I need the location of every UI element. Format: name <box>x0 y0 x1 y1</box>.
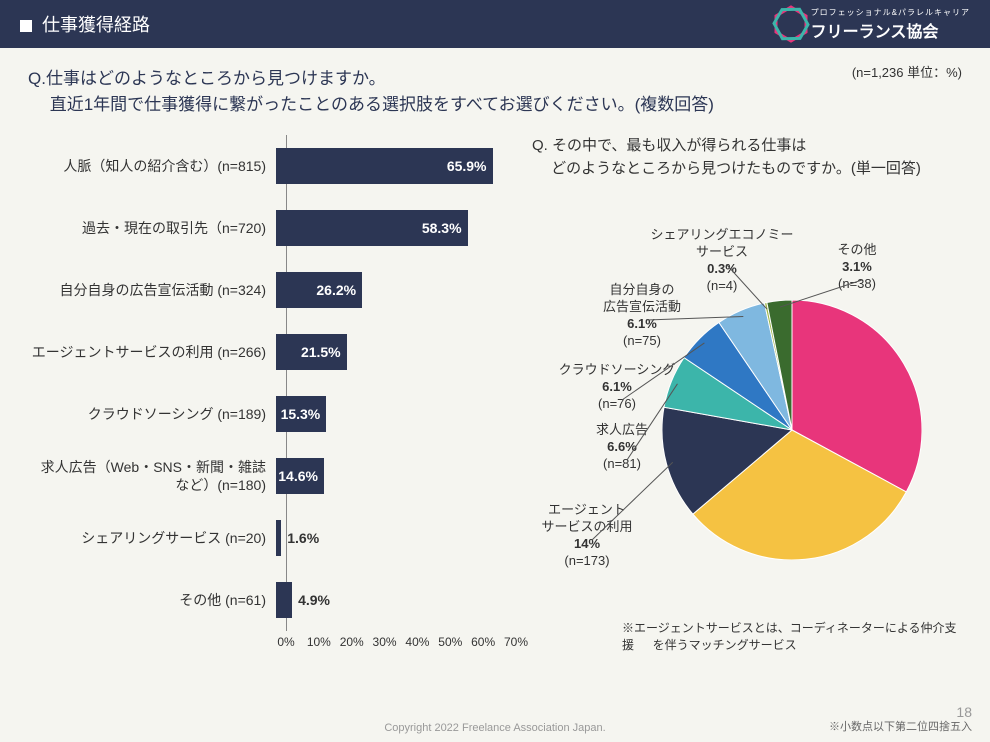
bar-label: 自分自身の広告宣伝活動 (n=324) <box>28 281 276 299</box>
bar-row: エージェントサービスの利用 (n=266) 21.5% <box>28 321 522 383</box>
bar-fill: 14.6% <box>276 458 324 494</box>
logo-icon <box>771 4 811 44</box>
bar-track: 26.2% <box>276 272 522 308</box>
bar-label: エージェントサービスの利用 (n=266) <box>28 343 276 361</box>
pie-question-line2: どのようなところから見つけたものですか。(単一回答) <box>532 160 921 177</box>
axis-tick: 30% <box>373 635 397 649</box>
bar-row: 過去・現在の取引先（n=720) 58.3% <box>28 197 522 259</box>
bar-track: 58.3% <box>276 210 522 246</box>
bar-row: その他 (n=61) 4.9% <box>28 569 522 631</box>
charts-container: 人脈（知人の紹介含む）(n=815) 65.9% 過去・現在の取引先（n=720) 5… <box>28 135 962 659</box>
logo-text: プロフェッショナル&パラレルキャリア フリーランス協会 <box>811 7 970 42</box>
pie-footnote: ※エージェントサービスとは、コーディネーターによる仲介支援 を伴うマッチングサー… <box>532 620 962 654</box>
pie-leader-line <box>647 317 743 320</box>
axis-tick: 0% <box>277 635 294 649</box>
axis-tick: 60% <box>471 635 495 649</box>
bar-value: 4.9% <box>298 592 330 608</box>
logo: プロフェッショナル&パラレルキャリア フリーランス協会 <box>771 4 970 44</box>
axis-tick: 10% <box>307 635 331 649</box>
bar-chart: 人脈（知人の紹介含む）(n=815) 65.9% 過去・現在の取引先（n=720) 5… <box>28 135 522 659</box>
bar-fill: 21.5% <box>276 334 347 370</box>
bar-fill <box>276 520 281 556</box>
bar-track: 1.6% <box>276 520 522 556</box>
pie-leader-line <box>622 343 704 400</box>
bar-value: 15.3% <box>281 406 321 422</box>
bar-label: 人脈（知人の紹介含む）(n=815) <box>28 157 276 175</box>
logo-subtitle: プロフェッショナル&パラレルキャリア <box>811 7 970 18</box>
bar-value: 1.6% <box>287 530 319 546</box>
bar-axis: 0%10%20%30%40%50%60%70% <box>286 635 522 659</box>
pie-question-line1: Q. その中で、最も収入が得られる仕事は <box>532 137 806 154</box>
question-line2: 直近1年間で仕事獲得に繋がったことのある選択肢をすべてお選びください。(複数回答… <box>28 95 714 114</box>
bar-row: シェアリングサービス (n=20) 1.6% <box>28 507 522 569</box>
bar-track: 14.6% <box>276 458 522 494</box>
axis-tick: 20% <box>340 635 364 649</box>
footer-rounding-note: ※小数点以下第二位四捨五入 <box>829 718 972 734</box>
header: 仕事獲得経路 プロフェッショナル&パラレルキャリア フリーランス協会 <box>0 0 990 48</box>
content: (n=1,236 単位：%) Q.仕事はどのようなところから見つけますか。 直近… <box>0 48 990 659</box>
bar-track: 21.5% <box>276 334 522 370</box>
bar-row: 自分自身の広告宣伝活動 (n=324) 26.2% <box>28 259 522 321</box>
bar-fill <box>276 582 292 618</box>
bar-value: 26.2% <box>316 282 356 298</box>
pie-chart: 人脈32.9%(n=407)過去・現在の取引先30.9%(n=382)エージェン… <box>532 190 962 620</box>
header-title-text: 仕事獲得経路 <box>42 15 150 35</box>
bar-value: 58.3% <box>422 220 462 236</box>
main-question: Q.仕事はどのようなところから見つけますか。 直近1年間で仕事獲得に繋がったこと… <box>28 66 962 117</box>
bar-value: 14.6% <box>278 468 318 484</box>
axis-tick: 50% <box>438 635 462 649</box>
header-square-icon <box>20 20 32 32</box>
axis-tick: 40% <box>405 635 429 649</box>
bar-label: クラウドソーシング (n=189) <box>28 405 276 423</box>
bar-track: 15.3% <box>276 396 522 432</box>
bar-row: 人脈（知人の紹介含む）(n=815) 65.9% <box>28 135 522 197</box>
bar-fill: 65.9% <box>276 148 493 184</box>
bar-label: 求人広告（Web・SNS・新聞・雑誌など）(n=180) <box>28 458 276 494</box>
pie-leader-line <box>780 280 862 307</box>
header-title: 仕事獲得経路 <box>20 11 150 37</box>
bar-fill: 15.3% <box>276 396 326 432</box>
logo-title: フリーランス協会 <box>811 18 970 42</box>
pie-leader-line <box>627 384 677 460</box>
pie-leader-line <box>592 462 673 540</box>
bar-value: 21.5% <box>301 344 341 360</box>
bar-label: シェアリングサービス (n=20) <box>28 529 276 547</box>
bar-track: 4.9% <box>276 582 522 618</box>
bar-fill: 58.3% <box>276 210 468 246</box>
bar-fill: 26.2% <box>276 272 362 308</box>
question-line1: Q.仕事はどのようなところから見つけますか。 <box>28 69 386 88</box>
pie-leader-overlay <box>532 190 962 620</box>
bar-row: 求人広告（Web・SNS・新聞・雑誌など）(n=180)14.6% <box>28 445 522 507</box>
pie-question: Q. その中で、最も収入が得られる仕事は どのようなところから見つけたものですか… <box>532 135 962 180</box>
bar-label: その他 (n=61) <box>28 591 276 609</box>
bar-label: 過去・現在の取引先（n=720) <box>28 219 276 237</box>
bar-track: 65.9% <box>276 148 522 184</box>
bar-value: 65.9% <box>447 158 487 174</box>
pie-leader-line <box>727 265 767 309</box>
sample-size-note: (n=1,236 単位：%) <box>852 62 962 81</box>
pie-chart-area: Q. その中で、最も収入が得られる仕事は どのようなところから見つけたものですか… <box>522 135 962 659</box>
bar-row: クラウドソーシング (n=189) 15.3% <box>28 383 522 445</box>
